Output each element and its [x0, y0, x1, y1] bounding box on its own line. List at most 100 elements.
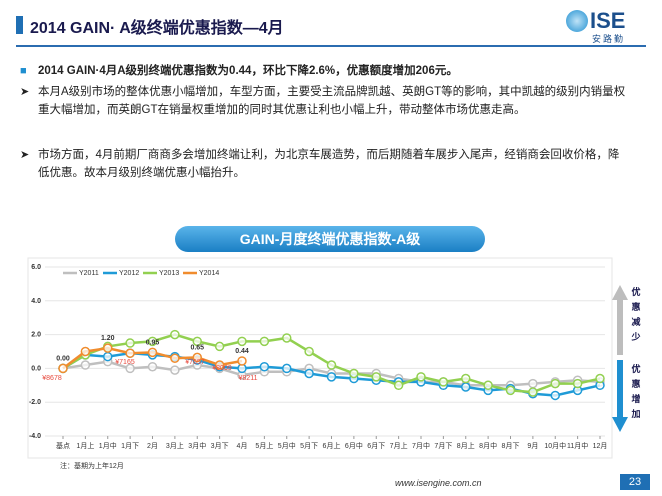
point: [125, 338, 135, 348]
side-label: 优惠减少: [630, 286, 640, 342]
annotation: ¥8678: [42, 375, 62, 382]
point: [58, 363, 68, 374]
logo-icon: [566, 10, 588, 32]
annotation: ¥8211: [239, 375, 258, 382]
x-tick-label: 1月上: [76, 441, 94, 450]
x-tick-label: 3月上: [166, 441, 184, 450]
point: [237, 356, 247, 366]
y-tick-label: 2.0: [31, 332, 41, 339]
x-tick-label: 7月中: [412, 441, 430, 450]
point: [282, 363, 292, 374]
x-tick-label: 10月中: [544, 441, 566, 450]
point: [572, 378, 583, 389]
x-tick-label: 4月: [237, 442, 248, 450]
bullet-text: 2014 GAIN·4月A级别终端优惠指数为0.44，环比下降2.6%，优惠额度…: [38, 65, 458, 77]
point: [147, 361, 158, 372]
y-tick-label: 4.0: [31, 298, 41, 305]
data-label: 1.20: [101, 335, 115, 342]
point: [147, 336, 158, 347]
slide-title: 2014 GAIN· A级终端优惠指数—4月: [30, 20, 284, 37]
x-tick-label: 6月上: [323, 441, 341, 450]
point: [438, 377, 449, 387]
x-tick-label: 5月上: [255, 441, 273, 450]
point: [80, 360, 91, 370]
point: [326, 372, 337, 382]
y-tick-label: 6.0: [31, 264, 41, 271]
chart-title: GAIN-月度终端优惠指数-A级: [175, 226, 485, 252]
side-label: 优惠增加: [630, 363, 640, 419]
point: [103, 343, 113, 353]
url: www.isengine.com.cn: [395, 478, 482, 488]
bullet: ■ 2014 GAIN·4月A级别终端优惠指数为0.44，环比下降2.6%，优惠额…: [20, 65, 458, 77]
point: [304, 368, 314, 379]
x-tick-label: 1月下: [121, 442, 139, 450]
point: [125, 348, 135, 358]
point: [528, 378, 538, 389]
x-tick-label: 8月下: [502, 442, 520, 450]
point: [103, 351, 113, 362]
point: [461, 373, 471, 384]
point: [192, 352, 202, 363]
x-tick-label: 3月下: [211, 442, 229, 450]
x-tick-label: 5月中: [278, 441, 296, 450]
point: [550, 390, 560, 401]
x-tick-label: 9月: [527, 442, 538, 450]
point: [550, 378, 560, 389]
point: [393, 380, 404, 391]
y-tick-label: 0.0: [31, 365, 41, 372]
x-tick-label: 6月中: [345, 441, 363, 450]
bullet-text: 本月A级别市场的整体优惠小幅增加，车型方面，主要受主流品牌凯越、英朗GT等的影响…: [38, 86, 626, 116]
point: [214, 341, 225, 352]
point: [125, 363, 135, 374]
x-tick-label: 5月下: [300, 442, 318, 450]
data-label: 0.00: [56, 355, 70, 362]
annotation: ¥7165: [115, 359, 135, 366]
point: [505, 385, 516, 396]
x-tick-label: 3月中: [188, 441, 206, 450]
x-tick-label: 12月: [593, 442, 608, 450]
point: [259, 361, 270, 372]
y-tick-label: -4.0: [29, 433, 41, 440]
point: [528, 387, 538, 397]
point: [304, 346, 314, 357]
x-tick-label: 8月中: [479, 441, 497, 450]
legend-label: Y2013: [159, 270, 179, 277]
x-tick-label: 8月上: [457, 441, 475, 450]
bullet: ➤ 市场方面，4月前期厂商商多会增加终端让利，为北京车展造势，而后期随着车展步入尾…: [20, 149, 620, 179]
point: [80, 346, 91, 357]
logo-sub: 安路勤: [592, 34, 626, 44]
point: [461, 382, 471, 392]
data-label: 0.65: [190, 344, 204, 351]
point: [170, 365, 180, 375]
x-tick-label: 1月中: [99, 441, 117, 450]
x-tick-label: 11月中: [567, 441, 588, 450]
legend-label: Y2014: [199, 270, 219, 277]
point: [170, 353, 180, 364]
data-label: 0.95: [146, 339, 160, 346]
point: [483, 380, 493, 391]
point: [259, 336, 270, 347]
legend-label: Y2011: [79, 270, 99, 277]
legend-label: Y2012: [119, 270, 139, 277]
point: [349, 368, 359, 379]
point: [147, 347, 158, 358]
arrow-down: [612, 360, 628, 432]
arrow-up: [612, 285, 628, 355]
point: [237, 336, 247, 347]
point: [192, 336, 202, 347]
point: [595, 373, 605, 384]
point: [416, 372, 426, 382]
point: [214, 360, 225, 370]
x-tick-label: 基点: [56, 441, 70, 450]
x-tick-label: 7月上: [390, 441, 408, 450]
point: [282, 333, 292, 343]
note: 注：基期为上年12月: [60, 463, 124, 470]
logo: ISE: [590, 8, 626, 33]
header-line: [16, 45, 646, 47]
annotation: ¥8009: [212, 365, 232, 372]
annotation: ¥7657: [185, 359, 205, 366]
y-tick-label: -2.0: [29, 399, 41, 406]
point: [170, 329, 180, 340]
